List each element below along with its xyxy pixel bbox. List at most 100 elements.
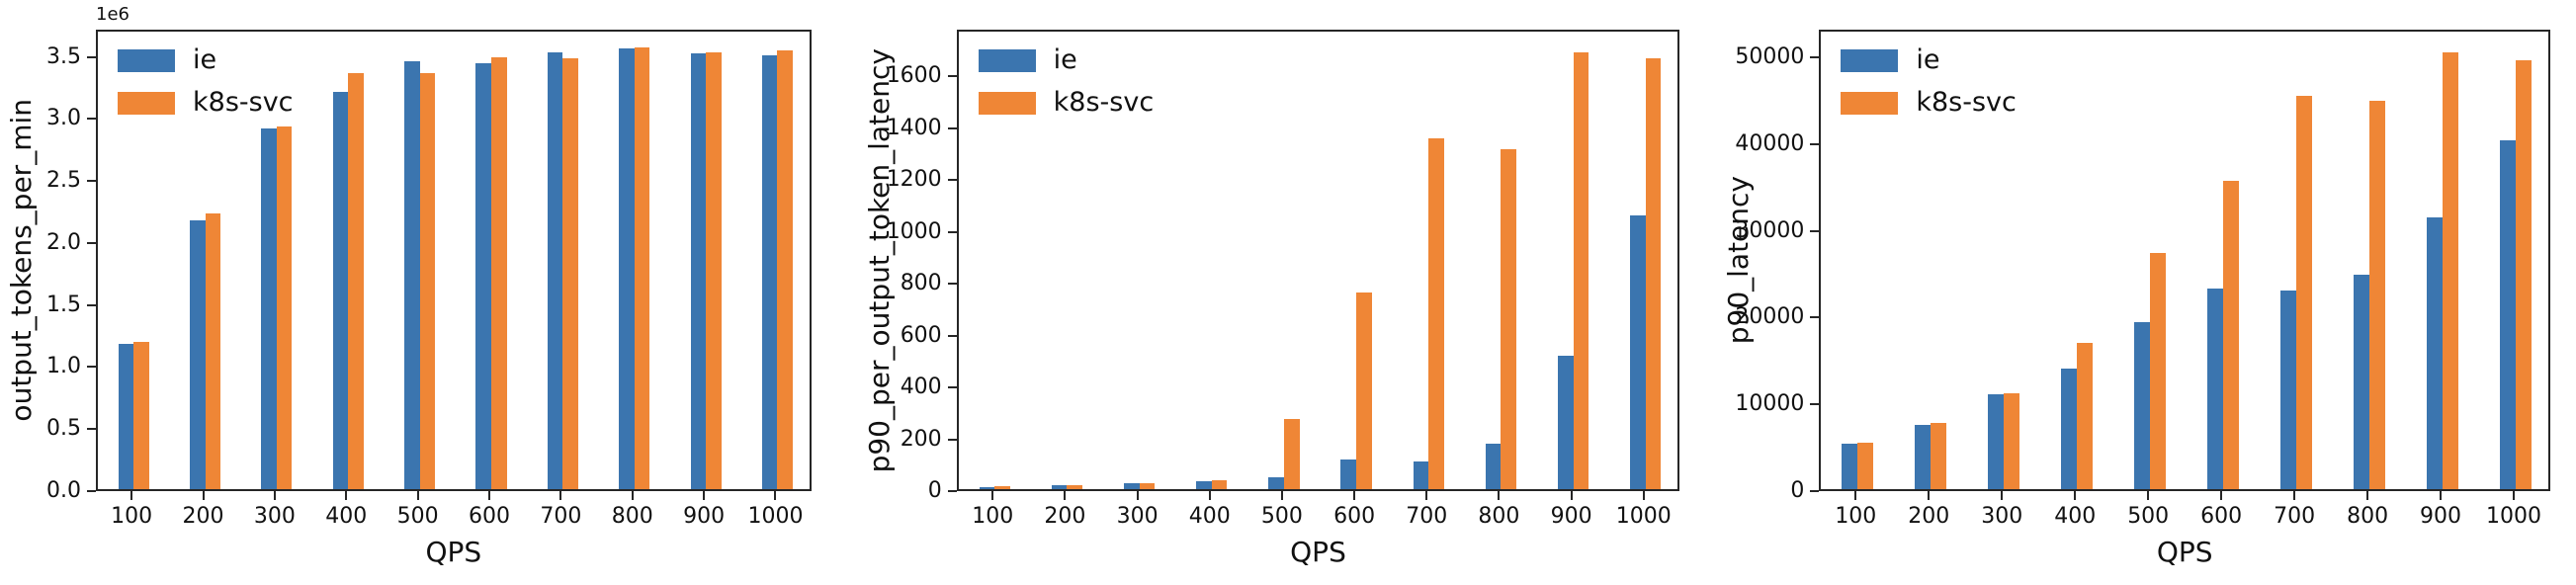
y-tick-mark	[1810, 316, 1820, 319]
x-tick-mark	[1064, 491, 1067, 500]
bar-ie-qps-200	[1051, 485, 1068, 489]
y-tick-mark	[1810, 142, 1820, 145]
x-tick-label: 100	[972, 504, 1014, 529]
bar-k8s-svc-qps-300	[276, 126, 293, 489]
x-tick-label: 200	[182, 504, 224, 529]
bar-k8s-svc-qps-900	[1573, 51, 1589, 489]
bar-k8s-svc-qps-900	[706, 52, 722, 489]
bar-k8s-svc-qps-300	[1139, 482, 1156, 489]
y-tick-label: 1600	[886, 63, 942, 89]
bar-k8s-svc-qps-800	[1501, 148, 1517, 489]
x-tick-mark	[1280, 491, 1283, 500]
y-tick-mark	[947, 283, 957, 286]
x-tick-label: 300	[1981, 504, 2023, 529]
bar-k8s-svc-qps-100	[1857, 442, 1874, 489]
y-tick-mark	[87, 241, 96, 244]
y-tick-label: 0	[1790, 478, 1805, 503]
y-tick-label: 20000	[1735, 304, 1805, 330]
y-tick-mark	[87, 55, 96, 58]
y-tick-label: 1400	[886, 115, 942, 140]
y-tick-label: 800	[900, 271, 942, 296]
legend-item-ie: ie	[978, 45, 1155, 75]
bar-ie-qps-800	[1485, 444, 1502, 489]
y-tick-label: 40000	[1735, 130, 1805, 156]
x-tick-label: 600	[1333, 504, 1376, 529]
bar-k8s-svc-qps-200	[1067, 484, 1083, 489]
bar-k8s-svc-qps-600	[491, 57, 507, 489]
x-tick-label: 700	[1406, 504, 1448, 529]
legend-swatch-ie	[118, 48, 175, 72]
y-tick-label: 400	[900, 375, 942, 400]
legend: ie k8s-svc	[1841, 45, 2017, 118]
legend-label: k8s-svc	[1053, 87, 1155, 118]
x-tick-mark	[774, 491, 777, 500]
x-tick-mark	[703, 491, 706, 500]
bar-k8s-svc-qps-600	[2223, 180, 2240, 489]
legend-swatch-k8s-svc	[1841, 91, 1899, 115]
y-tick-label: 200	[900, 426, 942, 452]
y-axis-label: p90_latency	[1721, 176, 1755, 345]
y-tick-label: 1200	[886, 167, 942, 193]
y-tick-label: 0.0	[46, 478, 82, 503]
y-axis-label-wrap: p90_latency	[1721, 12, 1755, 509]
x-tick-label: 300	[1116, 504, 1159, 529]
y-tick-label: 30000	[1735, 217, 1805, 243]
y-tick-label: 2.5	[46, 168, 82, 194]
x-tick-mark	[2147, 491, 2150, 500]
x-tick-label: 100	[1835, 504, 1877, 529]
x-tick-label: 600	[469, 504, 511, 529]
bar-k8s-svc-qps-700	[562, 58, 578, 489]
bar-k8s-svc-qps-900	[2443, 52, 2458, 489]
x-tick-mark	[1498, 491, 1501, 500]
bar-k8s-svc-qps-500	[419, 73, 436, 489]
bar-k8s-svc-qps-100	[994, 486, 1010, 489]
x-tick-mark	[991, 491, 994, 500]
y-tick-label: 600	[900, 322, 942, 348]
bar-ie-qps-600	[475, 63, 491, 489]
x-tick-mark	[273, 491, 276, 500]
bar-ie-qps-400	[1196, 480, 1212, 489]
x-tick-label: 900	[683, 504, 726, 529]
x-tick-label: 800	[611, 504, 653, 529]
bar-ie-qps-600	[1340, 459, 1357, 489]
bar-ie-qps-900	[2427, 217, 2444, 489]
legend-label: k8s-svc	[1916, 87, 2017, 118]
bar-ie-qps-100	[979, 486, 995, 489]
x-tick-label: 700	[540, 504, 582, 529]
bar-ie-qps-500	[2134, 322, 2151, 489]
bar-ie-qps-900	[1557, 356, 1574, 489]
x-tick-label: 800	[2347, 504, 2389, 529]
x-tick-mark	[631, 491, 634, 500]
legend-label: ie	[193, 44, 217, 75]
legend-swatch-ie	[1841, 48, 1899, 72]
x-tick-mark	[1928, 491, 1931, 500]
y-tick-mark	[1810, 56, 1820, 59]
x-tick-label: 500	[2127, 504, 2170, 529]
y-tick-label: 1000	[886, 218, 942, 244]
x-tick-mark	[345, 491, 348, 500]
y-tick-mark	[947, 230, 957, 233]
bar-k8s-svc-qps-200	[1931, 423, 1947, 489]
x-tick-label: 200	[1044, 504, 1086, 529]
bar-k8s-svc-qps-500	[2150, 253, 2167, 489]
y-axis-label-wrap: p90_per_output_token_latency	[863, 12, 897, 509]
bar-k8s-svc-qps-800	[634, 47, 650, 489]
bar-ie-qps-100	[118, 344, 134, 489]
legend-item-k8s-svc: k8s-svc	[118, 88, 294, 118]
x-tick-label: 900	[2420, 504, 2462, 529]
x-tick-mark	[2366, 491, 2369, 500]
plot-area-p90-per-output-token-latency: ie k8s-svc	[956, 30, 1680, 491]
legend-swatch-k8s-svc	[978, 91, 1036, 115]
x-tick-mark	[2293, 491, 2296, 500]
x-tick-mark	[2513, 491, 2516, 500]
bar-k8s-svc-qps-1000	[777, 49, 794, 489]
x-tick-label: 500	[1260, 504, 1303, 529]
x-tick-label: 400	[325, 504, 368, 529]
legend-item-ie: ie	[118, 45, 294, 75]
bar-k8s-svc-qps-800	[2369, 100, 2385, 489]
bar-ie-qps-700	[2280, 290, 2297, 489]
y-tick-label: 50000	[1735, 44, 1805, 70]
legend-item-k8s-svc: k8s-svc	[1841, 88, 2017, 118]
x-tick-mark	[130, 491, 133, 500]
